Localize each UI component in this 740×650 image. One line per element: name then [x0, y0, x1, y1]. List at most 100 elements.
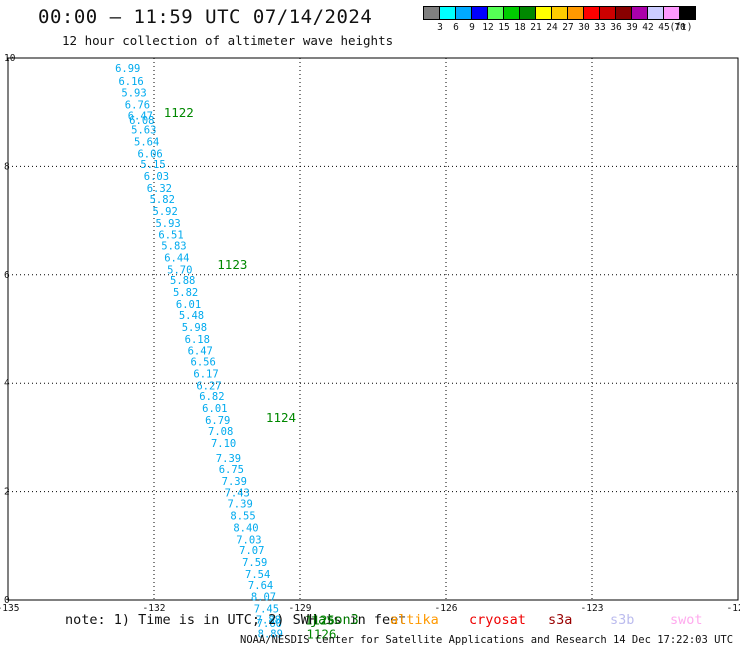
legend-label: 39 [626, 22, 638, 33]
legend-label: 6 [453, 22, 459, 33]
wave-height-label: 6.01 [202, 403, 227, 415]
legend-label: 33 [594, 22, 606, 33]
wave-height-label: 7.64 [248, 580, 273, 592]
wave-height-label: 6.47 [128, 110, 153, 122]
wave-height-label: 7.45 [254, 604, 279, 616]
time-label: 1126 [306, 627, 336, 642]
satellite-s3b: s3b [610, 612, 635, 628]
wave-height-label: 7.43 [225, 488, 250, 500]
x-tick-label: -120 [727, 603, 740, 614]
time-label: 1123 [217, 257, 247, 272]
chart-subtitle: 12 hour collection of altimeter wave hei… [62, 33, 394, 48]
wave-height-label: 6.76 [125, 100, 150, 112]
legend-label: 27 [562, 22, 574, 33]
legend-label: 70 [674, 22, 686, 33]
wave-height-label: 5.93 [155, 218, 180, 230]
legend-label: 45 [658, 22, 670, 33]
legend-label: 36 [610, 22, 622, 33]
legend-label: 30 [578, 22, 590, 33]
wave-height-label: 5.82 [150, 194, 175, 206]
wave-height-label: 6.17 [193, 368, 218, 380]
wave-height-label: 6.44 [164, 252, 189, 264]
wave-height-label: 6.51 [158, 230, 183, 242]
wave-height-label: 5.70 [167, 264, 192, 276]
legend-label: (ft) [669, 22, 693, 33]
wave-height-label: 5.93 [121, 88, 146, 100]
x-tick-label: -126 [435, 603, 458, 614]
wave-height-label: 7.88 [256, 615, 281, 627]
x-tick-label: -135 [0, 603, 19, 614]
y-tick-label: 2 [4, 487, 10, 498]
wave-height-label: 5.48 [179, 310, 204, 322]
wave-height-label: 5.64 [134, 136, 159, 148]
legend-label: 24 [546, 22, 558, 33]
wave-height-label: 8.89 [258, 629, 283, 641]
wave-height-label: 6.06 [137, 148, 162, 160]
wave-height-label: 6.08 [129, 115, 154, 127]
satellite-cryosat: cryosat [469, 612, 526, 628]
y-tick-label: 4 [4, 378, 10, 389]
legend-label: 15 [498, 22, 510, 33]
wave-height-label: 6.56 [191, 357, 216, 369]
wave-height-label: 6.16 [118, 76, 143, 88]
satellite-altika: altika [390, 612, 439, 628]
y-tick-label: 10 [4, 53, 16, 64]
wave-height-label: 6.79 [205, 415, 230, 427]
wave-height-label: 7.03 [236, 534, 261, 546]
legend-label: 3 [437, 22, 443, 33]
wave-height-label: 6.03 [144, 171, 169, 183]
satellite-s3a: s3a [548, 612, 573, 628]
wave-height-label: 8.55 [230, 510, 255, 522]
wave-height-label: 6.32 [147, 183, 172, 195]
wave-height-label: 5.92 [153, 206, 178, 218]
legend-labels: 3 6 9 12 15 18 21 24 27 30 33 36 39 42 45 70 (ft) [423, 20, 695, 34]
wave-height-label: 7.08 [208, 426, 233, 438]
time-label: 1122 [164, 105, 194, 120]
y-tick-label: 8 [4, 161, 10, 172]
legend-label: 18 [514, 22, 526, 33]
wave-height-label: 6.82 [199, 391, 224, 403]
wave-height-label: 7.39 [227, 499, 252, 511]
satellite-jason3: jason3 [310, 612, 359, 628]
legend-swatch [679, 6, 696, 20]
satellite-swot: swot [670, 612, 703, 628]
legend-swatches [423, 6, 696, 20]
legend-label: 9 [469, 22, 475, 33]
note-text: note: 1) Time is in UTC; 2) SWH is in fe… [65, 612, 407, 628]
wave-height-label: 5.82 [173, 287, 198, 299]
wave-height-label: 7.10 [211, 438, 236, 450]
wave-height-label: 5.88 [170, 275, 195, 287]
x-tick-label: -123 [581, 603, 604, 614]
wave-height-label: 6.01 [176, 299, 201, 311]
wave-height-label: 6.27 [196, 380, 221, 392]
chart-title: 00:00 – 11:59 UTC 07/14/2024 [38, 6, 373, 28]
wave-height-label: 6.99 [115, 63, 140, 75]
x-tick-label: -132 [143, 603, 166, 614]
wave-height-label: 8.40 [233, 522, 258, 534]
wave-height-label: 6.75 [219, 464, 244, 476]
y-tick-label: 6 [4, 270, 10, 281]
wave-height-label: 7.54 [245, 569, 270, 581]
x-tick-label: -129 [289, 603, 312, 614]
wave-height-label: 6.47 [188, 346, 213, 358]
y-tick-label: 0 [4, 595, 10, 606]
footnote: note: 1) Time is in UTC; 2) SWH is in fe… [65, 612, 703, 628]
credit-line: NOAA/NESDIS Center for Satellite Applica… [240, 634, 740, 646]
time-label: 1124 [266, 410, 296, 425]
wave-height-label: 5.63 [131, 125, 156, 137]
legend-label: 21 [530, 22, 542, 33]
time-label: 1125 [305, 613, 335, 628]
wave-height-label: 7.59 [242, 557, 267, 569]
wave-height-label: 7.39 [222, 476, 247, 488]
wave-height-label: 7.60 [257, 618, 282, 630]
wave-height-label: 8.07 [251, 592, 276, 604]
wave-height-label: 7.39 [216, 453, 241, 465]
wave-height-label: 5.98 [182, 322, 207, 334]
wave-height-label: 7.07 [239, 545, 264, 557]
wave-height-label: 5.15 [140, 159, 165, 171]
wave-height-label: 5.83 [161, 241, 186, 253]
plot-frame [7, 57, 739, 601]
color-scale-legend: 3 6 9 12 15 18 21 24 27 30 33 36 39 42 45 70 (ft) [423, 6, 696, 34]
